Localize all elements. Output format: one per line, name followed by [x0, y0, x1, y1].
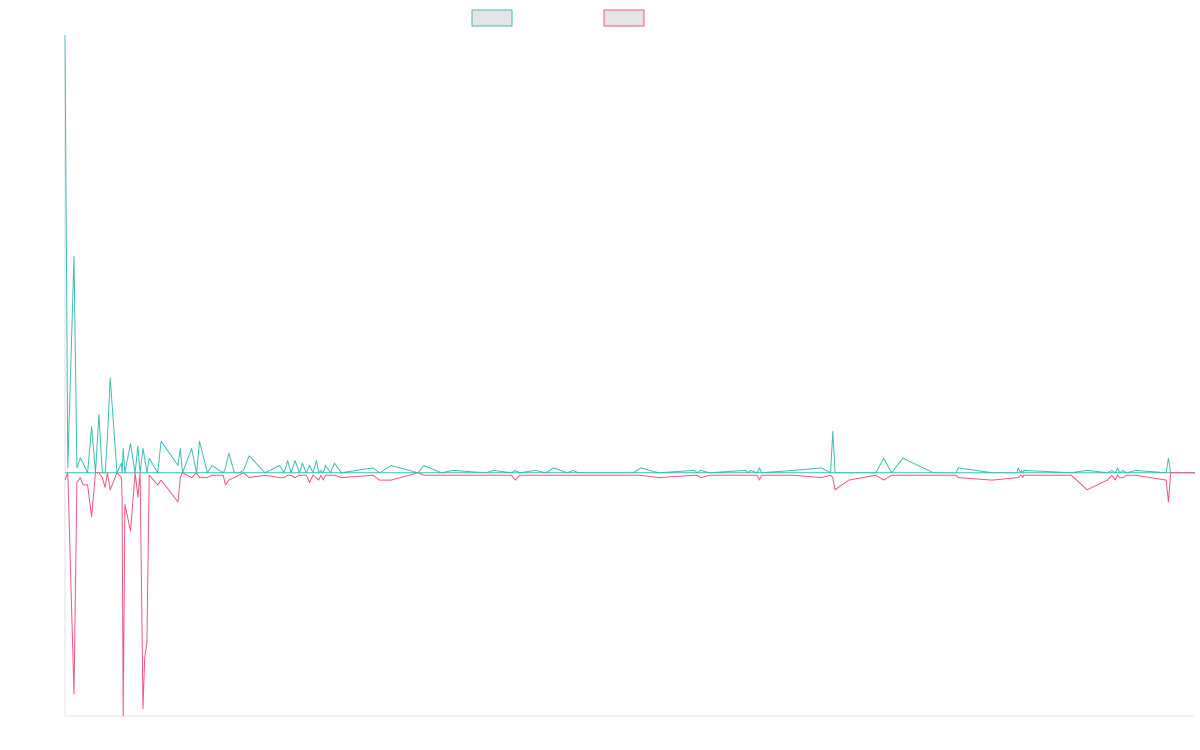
series-line-1	[64, 472, 1195, 717]
series-line-0	[64, 34, 1195, 474]
plot-area	[64, 34, 1195, 717]
legend-swatch-series-0[interactable]	[471, 9, 513, 27]
axes	[64, 35, 1195, 717]
legend	[471, 9, 645, 27]
legend-swatch-series-1[interactable]	[603, 9, 645, 27]
